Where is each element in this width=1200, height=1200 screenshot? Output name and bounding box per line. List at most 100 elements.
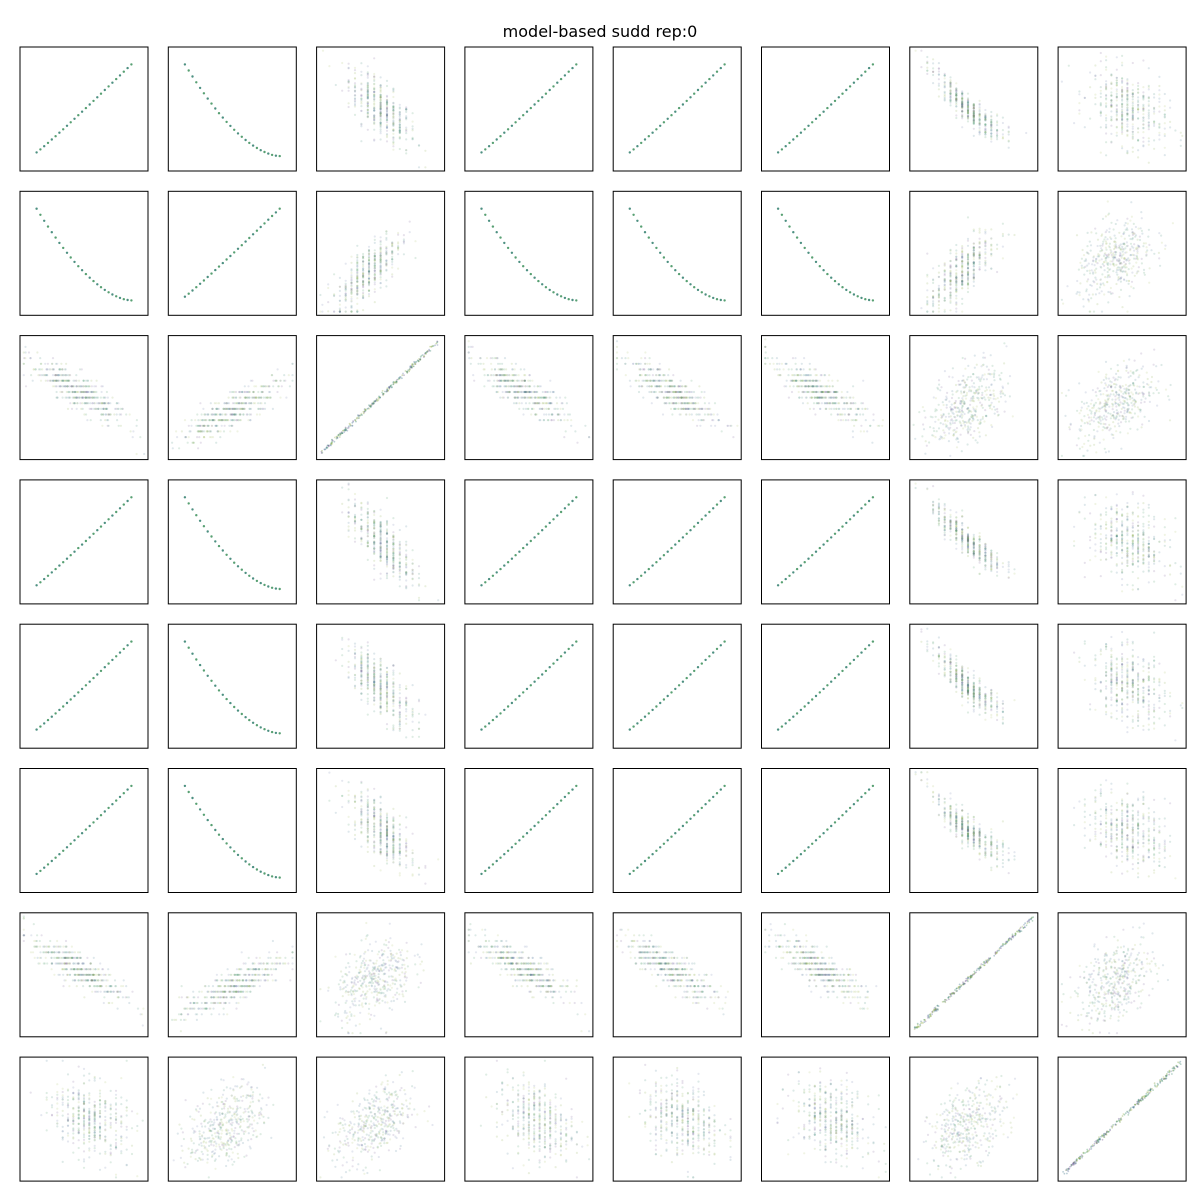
data-point	[385, 108, 389, 111]
data-point	[1104, 276, 1107, 279]
data-point	[914, 49, 917, 52]
data-point	[1126, 98, 1129, 101]
data-point	[978, 110, 981, 113]
data-point	[648, 362, 651, 365]
data-point	[648, 385, 651, 388]
data-point	[278, 207, 281, 210]
data-point	[978, 99, 981, 102]
data-point	[1115, 79, 1118, 82]
data-point	[225, 120, 228, 124]
data-point	[248, 236, 251, 240]
data-point	[1126, 130, 1129, 133]
data-point	[484, 213, 487, 216]
data-point	[499, 385, 502, 388]
data-point	[1115, 107, 1118, 111]
data-point	[1133, 274, 1136, 277]
data-point	[556, 407, 559, 410]
data-point	[848, 85, 852, 88]
data-point	[1114, 222, 1117, 226]
data-point	[1110, 74, 1113, 77]
data-point	[96, 283, 99, 286]
data-point	[379, 240, 382, 244]
data-point	[366, 81, 369, 84]
data-point	[1082, 298, 1085, 301]
data-point	[685, 385, 688, 388]
data-point	[1132, 287, 1135, 290]
data-point	[130, 299, 133, 302]
data-point	[353, 102, 357, 105]
data-point	[864, 70, 867, 73]
data-point	[1126, 125, 1129, 128]
data-point	[1148, 243, 1151, 246]
data-point	[881, 419, 885, 422]
data-point	[1079, 261, 1082, 264]
data-point	[1102, 282, 1105, 285]
data-point	[493, 379, 496, 382]
data-point	[338, 276, 341, 279]
data-point	[1078, 90, 1081, 93]
data-point	[1095, 232, 1098, 235]
data-point	[972, 122, 975, 126]
data-point	[949, 309, 952, 312]
data-point	[1137, 88, 1140, 91]
data-point	[379, 121, 382, 125]
data-point	[379, 112, 382, 115]
data-point	[961, 284, 964, 287]
data-point	[223, 419, 226, 422]
data-point	[1126, 112, 1129, 115]
data-point	[1134, 234, 1138, 237]
data-point	[397, 241, 400, 244]
data-point	[77, 390, 80, 394]
data-point	[1115, 90, 1118, 93]
data-point	[97, 407, 100, 410]
data-point	[178, 447, 181, 450]
data-point	[1142, 103, 1145, 106]
data-point	[1133, 243, 1136, 246]
data-point	[251, 144, 255, 147]
data-point	[559, 407, 562, 410]
data-point	[1153, 139, 1156, 142]
data-point	[78, 379, 81, 382]
data-point	[1121, 99, 1124, 102]
data-point	[1087, 278, 1090, 281]
data-point	[362, 296, 365, 299]
data-point	[248, 407, 251, 410]
data-point	[1060, 80, 1063, 83]
data-point	[1114, 237, 1117, 240]
data-point	[335, 437, 338, 440]
data-point	[385, 230, 388, 233]
data-point	[1131, 117, 1134, 120]
data-point	[343, 431, 346, 434]
data-point	[1117, 279, 1120, 282]
data-point	[546, 419, 550, 422]
data-point	[398, 129, 401, 132]
data-point	[392, 128, 395, 131]
data-point	[771, 357, 774, 360]
data-point	[1109, 286, 1112, 290]
data-point	[1096, 303, 1099, 306]
data-point	[1105, 98, 1108, 101]
data-point	[356, 302, 359, 305]
data-point	[385, 107, 389, 110]
data-point	[1102, 264, 1106, 267]
data-point	[1121, 95, 1124, 98]
data-point	[89, 419, 92, 422]
data-point	[1115, 282, 1118, 286]
data-point	[366, 110, 369, 113]
data-point	[353, 97, 357, 101]
data-point	[100, 390, 103, 394]
data-point	[513, 374, 516, 377]
data-point	[202, 279, 206, 282]
data-point	[807, 385, 810, 388]
data-point	[369, 405, 372, 407]
data-point	[245, 402, 248, 405]
data-point	[106, 407, 109, 410]
data-point	[544, 286, 548, 289]
data-point	[239, 413, 242, 416]
data-point	[845, 288, 848, 292]
data-point	[666, 117, 669, 121]
data-point	[1110, 81, 1113, 84]
data-point	[1001, 222, 1005, 225]
data-point	[51, 362, 54, 365]
data-point	[392, 107, 395, 110]
